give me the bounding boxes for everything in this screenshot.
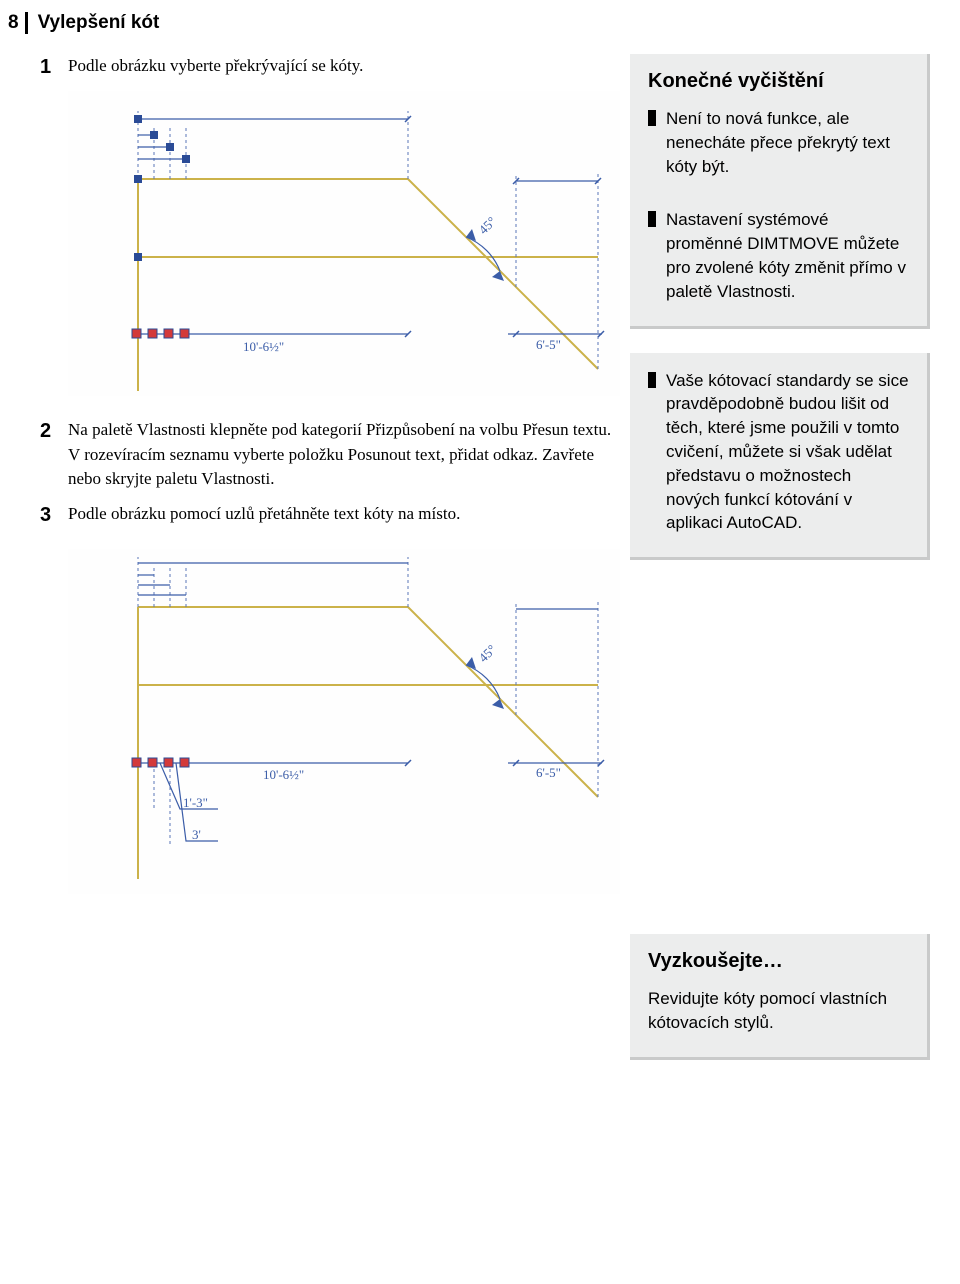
bullet-icon	[648, 110, 656, 126]
right-dim-label: 6'-5"	[536, 765, 561, 780]
sidebar-item: Není to nová funkce, ale nenecháte přece…	[648, 107, 909, 178]
page-number: 8	[8, 12, 19, 34]
tryit-text: Revidujte kóty pomocí vlastních kótovací…	[648, 987, 909, 1035]
step-text: Na paletě Vlastnosti klepněte pod katego…	[68, 418, 620, 492]
dimension-diagram-2: 45° 10'-6½" 6'-5" 1'-3"	[68, 549, 608, 889]
dimension-diagram-1: 45° 10'-6½" 6'-5"	[68, 91, 608, 391]
page-title: Vylepšení kót	[38, 12, 160, 34]
right-dim-label: 6'-5"	[536, 337, 561, 352]
sidebar-tryit: Vyzkoušejte… Revidujte kóty pomocí vlast…	[630, 934, 930, 1060]
step-3: 3 Podle obrázku pomocí uzlů přetáhněte t…	[40, 502, 620, 529]
step-2: 2 Na paletě Vlastnosti klepněte pod kate…	[40, 418, 620, 492]
step-1: 1 Podle obrázku vyberte překrývající se …	[40, 54, 620, 81]
content-row: 1 Podle obrázku vyberte překrývající se …	[0, 34, 960, 1084]
sidebar-item: Vaše kótovací standardy se sice pravděpo…	[648, 369, 909, 536]
header-divider	[25, 12, 28, 34]
sidebar-text: Vaše kótovací standardy se sice pravděpo…	[666, 369, 909, 536]
main-dim-label: 10'-6½"	[243, 339, 284, 354]
bullet-icon	[648, 211, 656, 227]
tryit-title: Vyzkoušejte…	[648, 950, 909, 973]
sidebar-standards: Vaše kótovací standardy se sice pravděpo…	[630, 353, 930, 561]
bullet-icon	[648, 372, 656, 388]
main-dim-label: 10'-6½"	[263, 767, 304, 782]
sidebar-text: Není to nová funkce, ale nenecháte přece…	[666, 107, 909, 178]
page-header: 8 Vylepšení kót	[0, 0, 960, 34]
sidebar-cleanup: Konečné vyčištění Není to nová funkce, a…	[630, 54, 930, 329]
step-number: 3	[40, 502, 68, 529]
step-text: Podle obrázku pomocí uzlů přetáhněte tex…	[68, 502, 460, 529]
sub-dim-2: 3'	[192, 827, 201, 842]
sub-dim-1: 1'-3"	[183, 795, 208, 810]
figure-1: 45° 10'-6½" 6'-5"	[68, 91, 620, 396]
right-column: Konečné vyčištění Není to nová funkce, a…	[630, 54, 930, 1084]
sidebar-item: Nastavení systémové proměnné DIMTMOVE mů…	[648, 208, 909, 303]
step-text: Podle obrázku vyberte překrývající se kó…	[68, 54, 363, 81]
angle-label: 45°	[476, 214, 499, 237]
step-number: 1	[40, 54, 68, 81]
left-column: 1 Podle obrázku vyberte překrývající se …	[0, 54, 620, 1084]
step-number: 2	[40, 418, 68, 492]
sidebar-title: Konečné vyčištění	[648, 70, 909, 93]
sidebar-text: Nastavení systémové proměnné DIMTMOVE mů…	[666, 208, 909, 303]
angle-label: 45°	[476, 642, 499, 665]
spacer	[630, 584, 930, 934]
figure-2: 45° 10'-6½" 6'-5" 1'-3"	[68, 549, 620, 894]
